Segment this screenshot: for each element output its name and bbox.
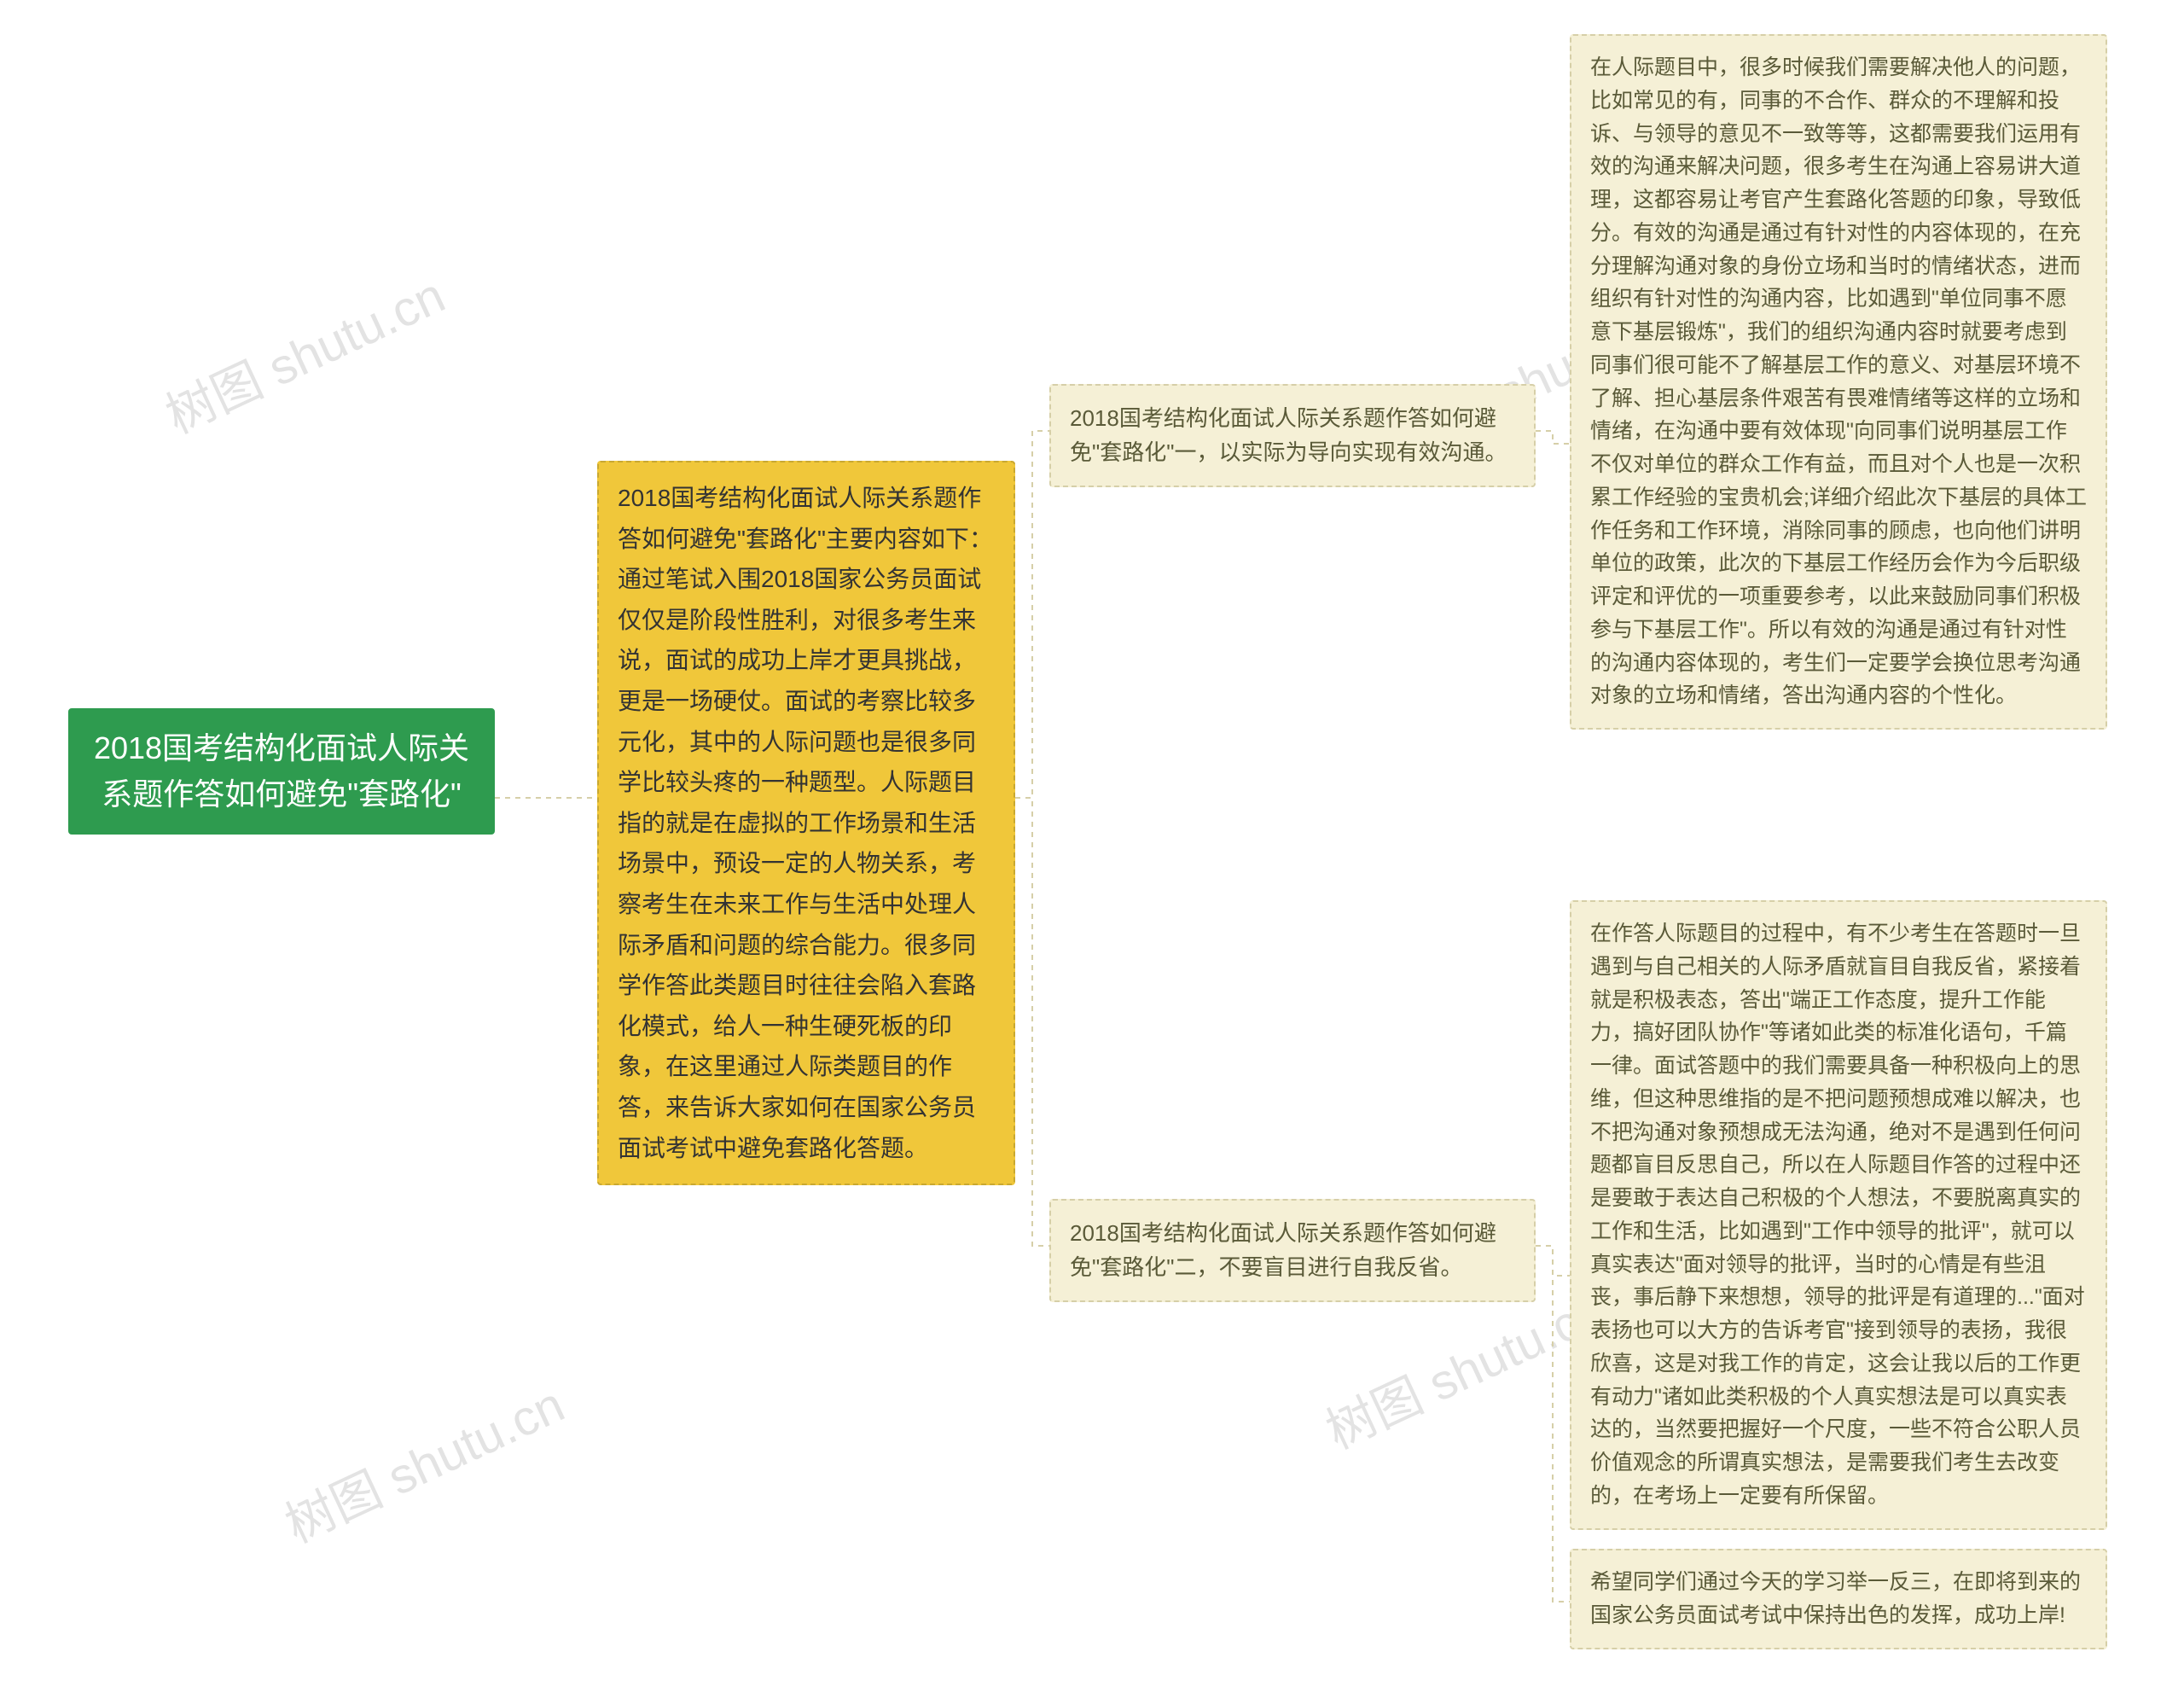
branch1-label: 2018国考结构化面试人际关系题作答如何避免"套路化"一，以实际为导向实现有效沟… (1049, 384, 1536, 487)
branch2-detail: 在作答人际题目的过程中，有不少考生在答题时一旦遇到与自己相关的人际矛盾就盲目自我… (1570, 900, 2107, 1530)
branch2-label: 2018国考结构化面试人际关系题作答如何避免"套路化"二，不要盲目进行自我反省。 (1049, 1199, 1536, 1302)
watermark: 树图 shutu.cn (153, 256, 455, 448)
watermark: 树图 shutu.cn (272, 1365, 574, 1557)
root-node: 2018国考结构化面试人际关系题作答如何避免"套路化" (68, 708, 495, 835)
intro-node: 2018国考结构化面试人际关系题作答如何避免"套路化"主要内容如下：通过笔试入围… (597, 461, 1015, 1185)
branch2-closing: 希望同学们通过今天的学习举一反三，在即将到来的国家公务员面试考试中保持出色的发挥… (1570, 1549, 2107, 1649)
branch1-detail: 在人际题目中，很多时候我们需要解决他人的问题，比如常见的有，同事的不合作、群众的… (1570, 34, 2107, 730)
